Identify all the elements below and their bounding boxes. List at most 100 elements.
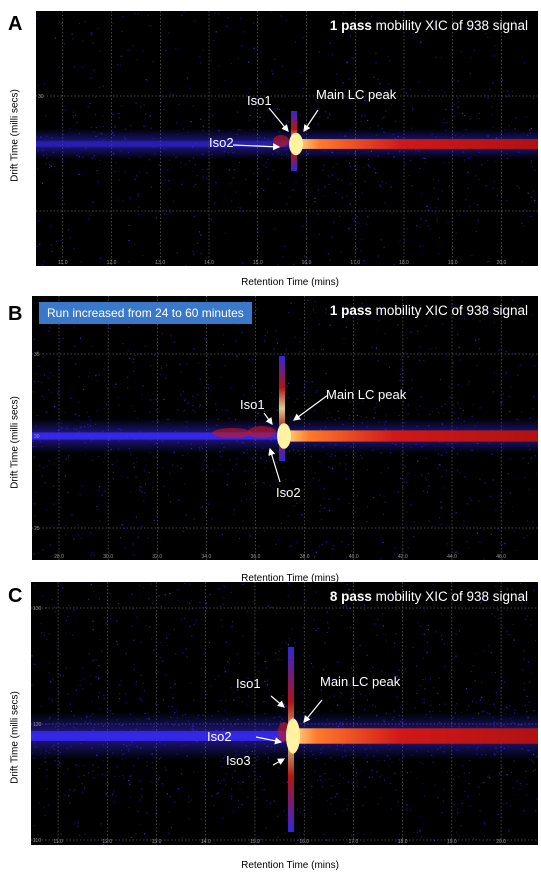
x-tick-label: 17.0 [350,260,360,266]
y-tick-label: 120 [33,722,42,728]
baseline-band [36,140,294,148]
annotation-arrow [268,447,281,483]
x-tick-label: 46.0 [496,554,506,560]
x-tick-label: 14.0 [204,260,214,266]
panel-label: C [8,585,23,607]
annotation-iso1: Iso1 [240,397,265,412]
annotation-arrow [303,109,319,132]
x-tick-label: 16.0 [299,839,309,845]
x-tick-label: 11.0 [58,260,68,266]
main-peak-core [277,423,291,449]
chart-title: 8 pass mobility XIC of 938 signal [330,589,528,604]
x-axis-label: Retention Time (mins) [241,277,339,288]
run-length-banner: Run increased from 24 to 60 minutes [39,302,252,324]
annotation-arrow [303,699,323,723]
x-tick-label: 17.0 [349,839,359,845]
title-pass-count: 1 pass [329,18,372,33]
x-axis-label: Retention Time (mins) [241,573,339,584]
noise-speckle [31,582,538,845]
x-tick-label: 18.0 [398,839,408,845]
y-tick-label: 25 [34,526,40,532]
panel-b: B Drift Time (milli secs) 28.0 30.0 32.0 34… [0,292,541,584]
annotation-iso2: Iso2 [207,729,232,744]
tick-labels: 11.0 12.0 13.0 14.0 15.0 16.0 17.0 18.0 19.0 20.0… [33,606,506,845]
x-tick-label: 13.0 [155,260,165,266]
annotation-arrow [263,412,273,425]
y-tick-label: 35 [34,352,40,358]
y-axis-label: Drift Time (milli secs) [9,396,21,489]
y-tick-label: 130 [33,606,42,612]
x-tick-label: 28.0 [54,554,64,560]
title-text: mobility XIC of 938 signal [371,589,528,604]
heatmap-svg: 11.0 12.0 13.0 14.0 15.0 16.0 17.0 18.0 19.0 20.0… [36,11,538,266]
x-tick-label: 18.0 [399,260,409,266]
y-axis-label: Drift Time (milli secs) [9,89,21,182]
x-tick-label: 20.0 [497,260,507,266]
x-axis-label: Retention Time (mins) [241,860,339,871]
heatmap-plot: 11.0 12.0 13.0 14.0 15.0 16.0 17.0 18.0 19.0 20.0… [31,582,538,845]
annotation-main-lc-peak: Main LC peak [320,674,401,689]
x-tick-label: 16.0 [302,260,312,266]
panel-c: C Drift Time (milli secs) 11.0 12.0 13.0 14… [0,582,541,873]
tick-labels: 11.0 12.0 13.0 14.0 15.0 16.0 17.0 18.0 19.0 20.0… [38,94,507,266]
x-tick-label: 15.0 [253,260,263,266]
annotation-arrows [263,394,329,483]
main-peak-tail [290,139,538,149]
annotation-arrows [255,695,323,766]
baseline-band [31,731,291,741]
annotation-arrow [293,394,329,421]
x-tick-label: 15.0 [250,839,260,845]
panel-a: A Drift Time (milli secs) 11.0 12.0 13.0 14… [0,0,541,290]
isomer-blob [212,428,252,438]
annotation-iso2: Iso2 [209,135,234,150]
baseline-band [32,432,282,440]
x-tick-label: 32.0 [152,554,162,560]
y-tick-label: 110 [33,838,41,844]
heatmap-plot: 11.0 12.0 13.0 14.0 15.0 16.0 17.0 18.0 19.0 20.0… [36,11,538,266]
annotation-iso1: Iso1 [236,676,261,691]
panel-label: B [8,303,23,325]
x-tick-label: 44.0 [447,554,457,560]
isomer-blob [273,135,289,147]
chart-title: 1 pass mobility XIC of 938 signal [330,303,528,318]
title-pass-count: 8 pass [329,589,372,604]
chart-title: 1 pass mobility XIC of 938 signal [330,18,528,33]
x-tick-label: 34.0 [202,554,212,560]
annotation-arrow [272,758,286,766]
title-text: mobility XIC of 938 signal [371,18,528,33]
y-tick-label: 30 [38,94,44,100]
x-tick-label: 14.0 [201,839,211,845]
x-tick-label: 42.0 [398,554,408,560]
annotation-arrows [232,107,319,151]
title-text: mobility XIC of 938 signal [371,303,528,318]
peak-streak [279,356,285,461]
heatmap-svg: 11.0 12.0 13.0 14.0 15.0 16.0 17.0 18.0 19.0 20.0… [31,582,538,845]
annotation-main-lc-peak: Main LC peak [326,387,407,402]
isomer-blob [248,426,276,438]
x-tick-label: 12.0 [102,839,112,845]
x-tick-label: 36.0 [251,554,261,560]
annotation-arrow [255,736,283,745]
main-peak-core [289,132,303,156]
heatmap-svg: 28.0 30.0 32.0 34.0 36.0 38.0 40.0 42.0 44.0 46.0… [32,296,538,560]
x-tick-label: 13.0 [152,839,162,845]
panel-label: A [8,13,23,35]
main-peak-tail [278,430,538,442]
x-tick-label: 20.0 [496,839,506,845]
annotation-arrow [270,695,285,708]
annotation-arrow [268,107,289,132]
annotation-arrow [232,143,281,151]
title-pass-count: 1 pass [329,303,372,318]
y-axis-label: Drift Time (milli secs) [9,691,21,784]
heatmap-plot: 28.0 30.0 32.0 34.0 36.0 38.0 40.0 42.0 44.0 46.0… [32,296,538,560]
annotation-main-lc-peak: Main LC peak [316,87,397,102]
x-tick-label: 30.0 [103,554,113,560]
y-tick-label: 30 [34,434,40,440]
annotation-iso1: Iso1 [247,93,272,108]
annotation-iso3: Iso3 [226,753,251,768]
x-tick-label: 19.0 [447,839,457,845]
tick-labels: 28.0 30.0 32.0 34.0 36.0 38.0 40.0 42.0 44.0 46.0… [34,352,506,560]
x-tick-label: 12.0 [107,260,117,266]
main-peak-core [286,718,300,754]
x-tick-label: 19.0 [448,260,458,266]
